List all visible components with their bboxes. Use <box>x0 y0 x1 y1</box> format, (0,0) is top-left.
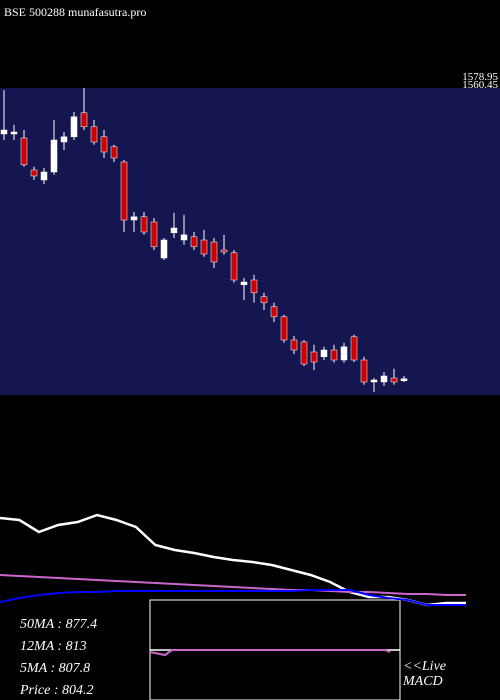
candle-body <box>270 306 278 318</box>
candle-body <box>210 241 218 263</box>
candle-body <box>290 339 298 351</box>
candle-body <box>230 252 238 281</box>
candle-body <box>320 349 328 358</box>
candle-body <box>50 139 58 173</box>
candle-body <box>10 131 18 135</box>
candle-body <box>400 378 408 382</box>
candle-body <box>310 351 318 363</box>
candle-body <box>200 239 208 255</box>
candle-body <box>220 249 228 253</box>
candle-body <box>100 136 108 153</box>
candle-body <box>80 112 88 128</box>
candle-body <box>260 296 268 304</box>
candle-body <box>150 221 158 248</box>
candle-body <box>240 281 248 286</box>
price-label: 1560.45 <box>462 79 498 91</box>
macd-label: MACD <box>402 674 443 689</box>
candle-body <box>300 341 308 365</box>
candle-body <box>380 375 388 383</box>
candle-body <box>170 227 178 234</box>
candle-body <box>280 316 288 341</box>
candle-body <box>370 379 378 383</box>
candle-body <box>70 116 78 138</box>
candle-body <box>110 146 118 159</box>
candle-body <box>330 349 338 361</box>
chart-title: BSE 500288 munafasutra.pro <box>4 5 146 19</box>
candle-body <box>180 234 188 241</box>
info-line: 5MA : 807.8 <box>20 661 90 676</box>
candle-body <box>120 161 128 221</box>
candle-body <box>40 171 48 181</box>
candle-body <box>60 136 68 143</box>
candle-body <box>20 137 28 166</box>
indicator-line <box>0 589 466 606</box>
candle-body <box>140 216 148 233</box>
indicator-line <box>0 574 466 596</box>
candle-body <box>390 377 398 383</box>
macd-signal <box>149 649 391 657</box>
price-panel <box>0 88 500 395</box>
candle-body <box>250 279 258 294</box>
candle-body <box>190 236 198 248</box>
candle-body <box>350 336 358 361</box>
info-line: Price : 804.2 <box>19 683 93 698</box>
candle-body <box>130 216 138 221</box>
candle-body <box>30 169 38 177</box>
candle-body <box>0 129 8 135</box>
info-line: 50MA : 877.4 <box>20 617 97 632</box>
candle-body <box>90 126 98 143</box>
candle-body <box>360 359 368 383</box>
price-label: 1578.95 <box>462 71 498 83</box>
info-line: 12MA : 813 <box>20 639 87 654</box>
live-label: <<Live <box>403 659 446 674</box>
candle-body <box>160 239 168 259</box>
candle-body <box>340 346 348 361</box>
